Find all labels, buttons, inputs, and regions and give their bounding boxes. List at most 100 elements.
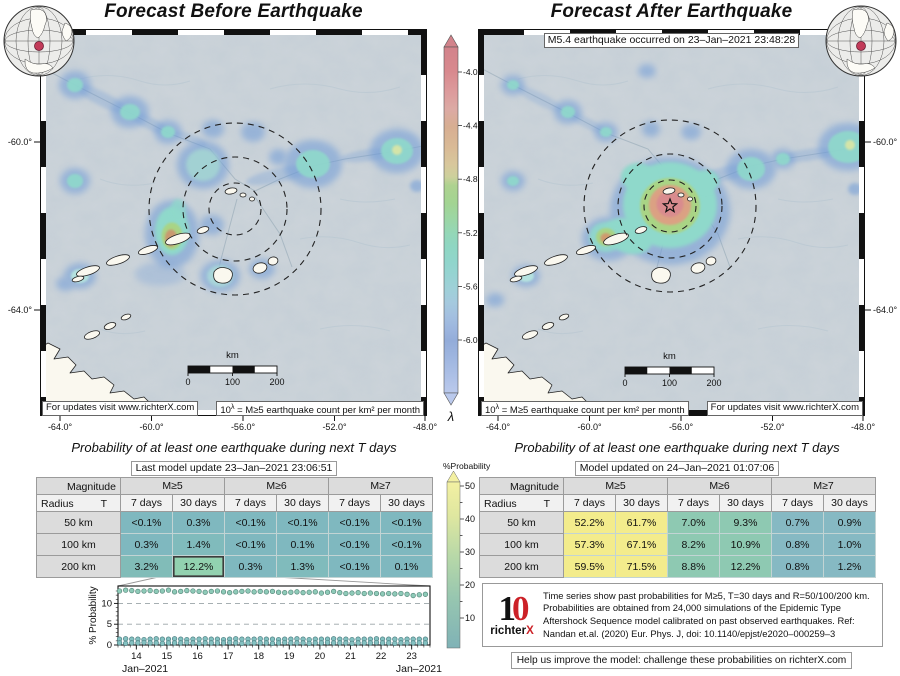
data-point	[171, 640, 178, 646]
legend-rest: = M≥5 earthquake count per km² per month	[499, 405, 685, 417]
data-point	[324, 589, 331, 595]
data-point	[294, 589, 300, 595]
mag-group-header: M≥5	[562, 477, 669, 495]
prob-cell: <0.1%	[328, 533, 382, 556]
data-point	[337, 640, 343, 646]
updates-label-left: For updates visit www.richterX.com	[42, 401, 199, 416]
y-tick-label: 5	[107, 619, 112, 630]
data-point	[153, 588, 159, 595]
radius-corner-label: Radius	[41, 497, 74, 510]
prob-tick: 40	[465, 514, 475, 524]
data-point	[330, 640, 337, 646]
prob-cell: <0.1%	[328, 511, 382, 534]
data-point	[159, 640, 166, 646]
data-point	[171, 589, 178, 595]
data-point	[196, 588, 202, 595]
lon-tick: -48.0°	[413, 422, 438, 432]
help-box-wrap: Help us improve the model: challenge the…	[478, 650, 885, 669]
magnitude-corner-label: Magnitude	[66, 480, 116, 493]
data-point	[318, 590, 325, 596]
data-point	[306, 589, 312, 595]
data-point	[410, 592, 416, 599]
prob-cell: 0.8%	[771, 555, 825, 578]
period-header: 7 days	[120, 494, 173, 512]
updates-label-right: For updates visit www.richterX.com	[706, 401, 863, 416]
period-header: 30 days	[171, 494, 226, 512]
data-point	[141, 639, 147, 646]
lon-tick: -52.0°	[760, 422, 785, 432]
prob-cell: <0.1%	[224, 533, 278, 556]
data-point	[220, 589, 227, 595]
data-point	[129, 587, 135, 594]
data-point	[226, 639, 233, 646]
data-point	[214, 588, 221, 594]
data-point	[398, 640, 404, 646]
mag-group-header: M≥5	[119, 477, 226, 495]
prob-cell: 67.1%	[614, 533, 669, 556]
prob-cell: 0.8%	[771, 533, 825, 556]
event-label-wrap: M5.4 earthquake occurred on 23–Jan–2021 …	[478, 30, 865, 48]
data-point	[422, 591, 429, 597]
radius-circles-before	[148, 122, 322, 296]
prob-cell: <0.1%	[120, 511, 173, 534]
right-table-subtitle-wrap: Model updated on 24–Jan–2021 01:07:06	[479, 458, 875, 476]
lat-tick: -60.0°	[8, 137, 33, 147]
period-header: 30 days	[823, 494, 877, 512]
data-point	[208, 588, 214, 595]
data-point	[410, 640, 416, 646]
data-point	[392, 591, 398, 597]
table-row: 50 km <0.1% 0.3% <0.1% <0.1% <0.1% <0.1%	[36, 511, 434, 534]
map-after	[477, 28, 866, 417]
data-point	[257, 640, 263, 646]
data-point	[116, 640, 123, 646]
data-point	[392, 640, 398, 646]
data-point	[147, 587, 153, 594]
lat-tick: -64.0°	[873, 305, 898, 315]
prob-cell: 0.7%	[771, 511, 825, 534]
prob-cell: 1.3%	[276, 555, 330, 578]
magnitude-corner-cell: Magnitude	[479, 477, 564, 495]
radius-label: 50 km	[36, 511, 121, 534]
prob-tick: 50	[465, 481, 475, 491]
logo-word-text: richter	[490, 625, 527, 637]
help-box: Help us improve the model: challenge the…	[510, 652, 853, 669]
data-point	[355, 640, 361, 646]
data-point	[324, 639, 331, 646]
prob-cell: 8.2%	[667, 533, 721, 556]
logo-word: richterX	[483, 625, 541, 637]
data-point	[202, 589, 208, 595]
prob-cell: 0.9%	[823, 511, 877, 534]
prob-cell: 12.2%	[171, 555, 226, 578]
prob-tick: 20	[465, 580, 475, 590]
data-point	[275, 640, 282, 646]
data-point	[233, 589, 239, 595]
timeseries-chart: 14 15 16 17 18 19 20 21 22 23 0 5 10% Probability Jan…	[88, 585, 442, 675]
data-point	[282, 589, 288, 596]
lambda-tick: -4.8	[463, 174, 478, 184]
data-point	[263, 589, 270, 595]
x-tick-label: 20	[315, 651, 326, 662]
data-point	[398, 590, 404, 597]
legend-sup: λ	[230, 404, 235, 411]
right-probability-table: Magnitude M≥5 M≥6 M≥7 Radius T 7 days 30 days 7 …	[479, 477, 877, 578]
data-point	[159, 588, 166, 594]
data-point	[178, 640, 184, 646]
radius-label: 200 km	[36, 555, 121, 578]
data-point	[312, 589, 318, 595]
data-point	[337, 589, 343, 596]
data-point	[361, 590, 367, 597]
legend-label-left: 10λ = M≥5 earthquake count per km² per m…	[216, 401, 424, 416]
lambda-tick: -5.6	[463, 281, 478, 291]
prob-cell: 71.5%	[614, 555, 669, 578]
prob-cell: 8.8%	[667, 555, 721, 578]
prob-cell: 59.5%	[563, 555, 616, 578]
data-point	[245, 640, 251, 646]
data-point	[373, 639, 380, 646]
data-point	[141, 588, 147, 594]
data-point	[116, 588, 123, 594]
table-row: 100 km 0.3% 1.4% <0.1% 0.1% <0.1% <0.1%	[36, 533, 434, 556]
left-map-title: Forecast Before Earthquake	[104, 1, 363, 22]
lambda-colorbar: -4.0 -4.4 -4.8 -5.2 -5.6 -6.0 λ	[443, 34, 478, 424]
